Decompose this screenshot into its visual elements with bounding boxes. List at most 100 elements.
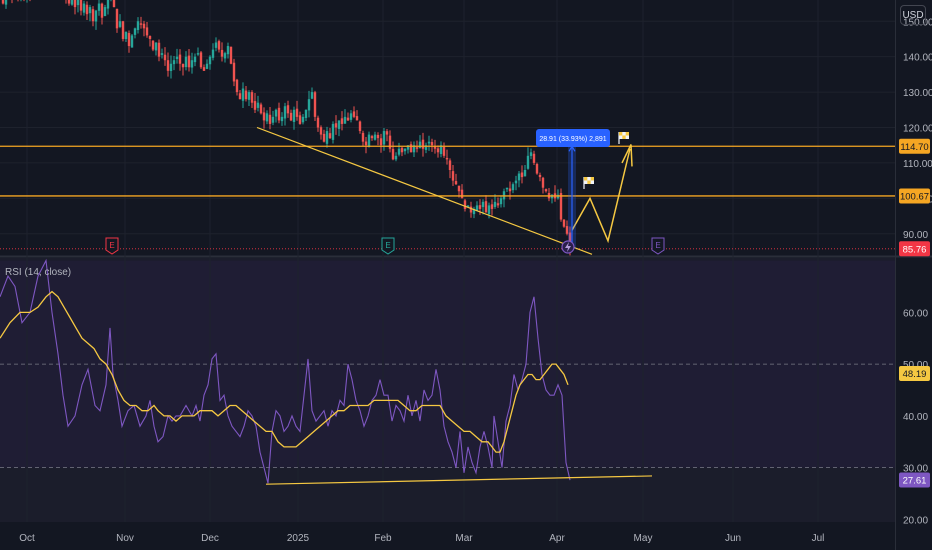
candle-body (361, 132, 365, 142)
candle-body (322, 133, 326, 142)
candle-body (373, 134, 377, 140)
candle-body (409, 144, 413, 153)
candle-body (142, 23, 146, 29)
flag-check (622, 135, 626, 139)
candle-body (490, 204, 494, 209)
rsi-tick-label: 40.00 (903, 412, 928, 423)
rsi-trend-line (265, 475, 653, 485)
level-price-badge-bg (899, 138, 930, 154)
candle-body (382, 131, 386, 145)
candle-body (328, 133, 332, 139)
candle-body (385, 131, 389, 135)
candle-body (442, 146, 446, 156)
candle-body (199, 52, 203, 68)
candle-body (133, 28, 137, 35)
candle-body (97, 3, 101, 11)
candle-body (391, 148, 395, 160)
x-tick-label: Nov (116, 533, 134, 544)
candle-body (424, 145, 428, 150)
candle-body (73, 0, 77, 8)
candle-body (508, 188, 512, 192)
rsi-indicator-title[interactable]: RSI (14, close) (5, 267, 72, 278)
candle-body (427, 141, 431, 144)
candle-body (472, 208, 476, 215)
candle-body (562, 219, 566, 227)
candle-body (517, 173, 521, 181)
candle-body (256, 102, 260, 108)
candle-body (274, 109, 278, 117)
candle-body (76, 0, 80, 6)
candle-body (388, 135, 392, 149)
candle-body (325, 131, 329, 144)
candle-body (145, 27, 149, 36)
price-tick-label: 90.00 (903, 230, 928, 241)
candle-body (241, 88, 245, 101)
trend-line (256, 126, 593, 255)
x-tick-label: Mar (455, 533, 473, 544)
last-price-badge: 85.76 (899, 241, 930, 257)
candle-body (229, 46, 233, 64)
candle-body (235, 79, 239, 93)
currency-button[interactable]: USD (900, 5, 926, 25)
candle-body (205, 63, 209, 69)
candle-body (454, 181, 458, 185)
candle-body (187, 55, 191, 68)
candle-body (91, 9, 95, 22)
flag-check (587, 180, 591, 184)
x-tick-label: Jul (812, 533, 825, 544)
candle-body (310, 92, 314, 99)
candle-body (175, 56, 179, 59)
lightning-icon (565, 242, 571, 252)
candle-body (529, 152, 533, 156)
candle-body (412, 145, 416, 153)
rsi-axis: 20.00 30.00 40.00 50.00 60.00 (0, 308, 928, 526)
candle-body (292, 109, 296, 122)
candle-body (463, 200, 467, 209)
rsi-ma-badge-text: 48.19 (903, 369, 927, 380)
candle-body (202, 67, 206, 71)
candle-body (298, 115, 302, 124)
candle-body (451, 171, 455, 181)
candle-body (538, 174, 542, 178)
candle-body (340, 118, 344, 124)
rsi-value-badge-text: 27.61 (903, 476, 927, 487)
rsi-ma-line (0, 290, 569, 453)
candle-body (85, 4, 89, 15)
candle-body (283, 106, 287, 119)
candle-body (253, 101, 257, 110)
candle-body (238, 93, 242, 100)
candle-body (148, 36, 152, 39)
candle-body (418, 141, 422, 148)
candle-body (208, 56, 212, 65)
candle-body (460, 189, 464, 199)
candle-body (421, 139, 425, 149)
candle-body (88, 7, 92, 14)
candle-body (223, 53, 227, 59)
candle-body (526, 155, 530, 169)
earnings-marker-label: E (655, 241, 660, 250)
candle-body (211, 49, 215, 58)
measure-tool: 28.91 (33.93%) 2,891 (536, 129, 610, 249)
candle-body (436, 148, 440, 153)
flag-check (619, 132, 623, 136)
measure-box (536, 129, 610, 147)
x-tick-label: Feb (374, 533, 392, 544)
candle-body (265, 113, 269, 122)
candle-body (112, 0, 116, 8)
candle-body (301, 116, 305, 123)
x-axis: Oct Nov Dec 2025 Feb Mar Apr May Jun Jul (19, 0, 824, 544)
candle-body (106, 0, 110, 9)
price-tick-label: 120.00 (903, 124, 932, 135)
candle-body (439, 145, 443, 155)
measure-label: 28.91 (33.93%) 2,891 (539, 136, 606, 143)
candle-body (316, 117, 320, 128)
earnings-marker-shape (381, 237, 395, 255)
candle-body (541, 177, 545, 188)
rsi-value-badge-bg (899, 472, 930, 488)
projection-arrowhead (621, 144, 633, 167)
x-tick-label: Dec (201, 533, 219, 544)
earnings-marker-shape (651, 237, 665, 255)
candle-body (565, 226, 569, 234)
candle-body (445, 157, 449, 160)
